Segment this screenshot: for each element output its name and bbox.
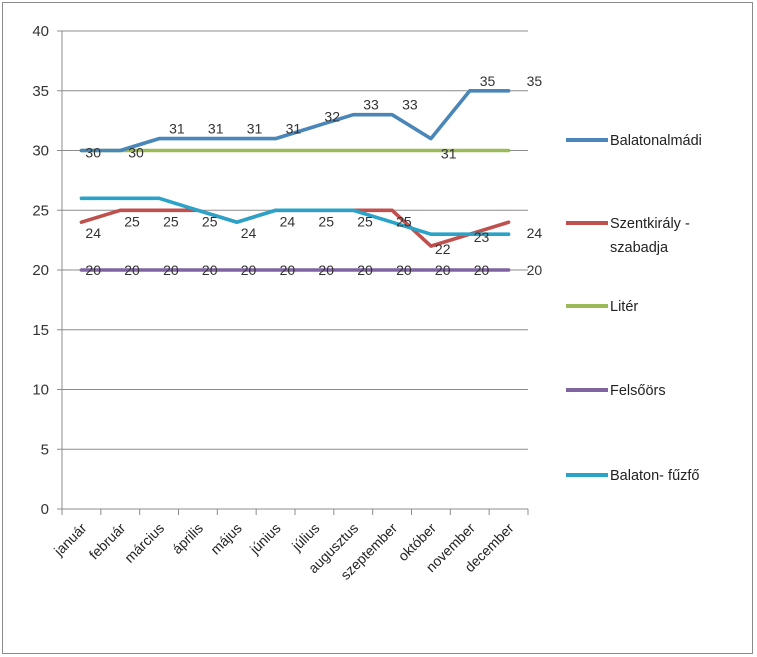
data-label: 20 (124, 262, 140, 278)
data-label: 25 (124, 213, 140, 229)
series-line (79, 196, 511, 236)
data-label: 20 (396, 262, 412, 278)
data-label: 24 (280, 213, 296, 229)
data-label: 31 (441, 146, 457, 162)
data-label: 20 (202, 262, 218, 278)
data-label: 20 (318, 262, 334, 278)
y-tick-label: 5 (41, 441, 49, 458)
data-label: 33 (363, 97, 379, 113)
data-label: 23 (474, 229, 490, 245)
x-tick-label: július (288, 520, 323, 555)
data-label: 20 (357, 262, 373, 278)
data-label: 31 (286, 121, 302, 137)
data-label: 20 (527, 262, 543, 278)
data-label: 25 (163, 213, 179, 229)
data-label: 24 (85, 225, 101, 241)
y-tick-label: 35 (32, 83, 49, 100)
x-tick-label: május (207, 520, 245, 558)
data-label: 31 (247, 121, 263, 137)
data-label: 32 (324, 109, 340, 125)
legend-label: szabadja (610, 240, 669, 256)
data-label: 20 (435, 262, 451, 278)
data-label: 20 (241, 262, 257, 278)
x-tick-label: január (50, 520, 90, 560)
x-tick-label: április (169, 520, 206, 557)
y-tick-label: 0 (41, 501, 49, 518)
x-tick-label: március (121, 520, 167, 566)
data-label: 22 (435, 241, 451, 257)
x-tick-label: június (246, 520, 284, 558)
y-tick-label: 10 (32, 382, 49, 399)
y-tick-label: 25 (32, 202, 49, 219)
data-label: 35 (480, 73, 496, 89)
legend-label: Felsőörs (610, 383, 666, 399)
data-label: 25 (318, 213, 334, 229)
data-label: 31 (169, 121, 185, 137)
data-label: 25 (357, 213, 373, 229)
y-tick-label: 20 (32, 262, 49, 279)
data-label: 20 (85, 262, 101, 278)
series-line (79, 89, 511, 153)
data-label: 20 (474, 262, 490, 278)
data-label: 20 (163, 262, 179, 278)
data-label: 30 (85, 145, 101, 161)
legend-label: Balaton- fűzfő (610, 468, 699, 484)
y-tick-label: 30 (32, 143, 49, 160)
data-label: 33 (402, 97, 418, 113)
y-tick-label: 15 (32, 322, 49, 339)
data-label: 24 (241, 225, 257, 241)
data-label: 30 (128, 145, 144, 161)
legend-label: Litér (610, 299, 638, 315)
data-label: 31 (208, 121, 224, 137)
data-label: 25 (396, 213, 412, 229)
legend-label: Szentkirály - (610, 216, 690, 232)
data-label: 25 (202, 213, 218, 229)
data-label: 20 (280, 262, 296, 278)
data-label: 24 (527, 225, 543, 241)
legend-label: Balatonalmádi (610, 133, 702, 149)
y-tick-label: 40 (32, 23, 49, 40)
data-label: 35 (527, 73, 543, 89)
